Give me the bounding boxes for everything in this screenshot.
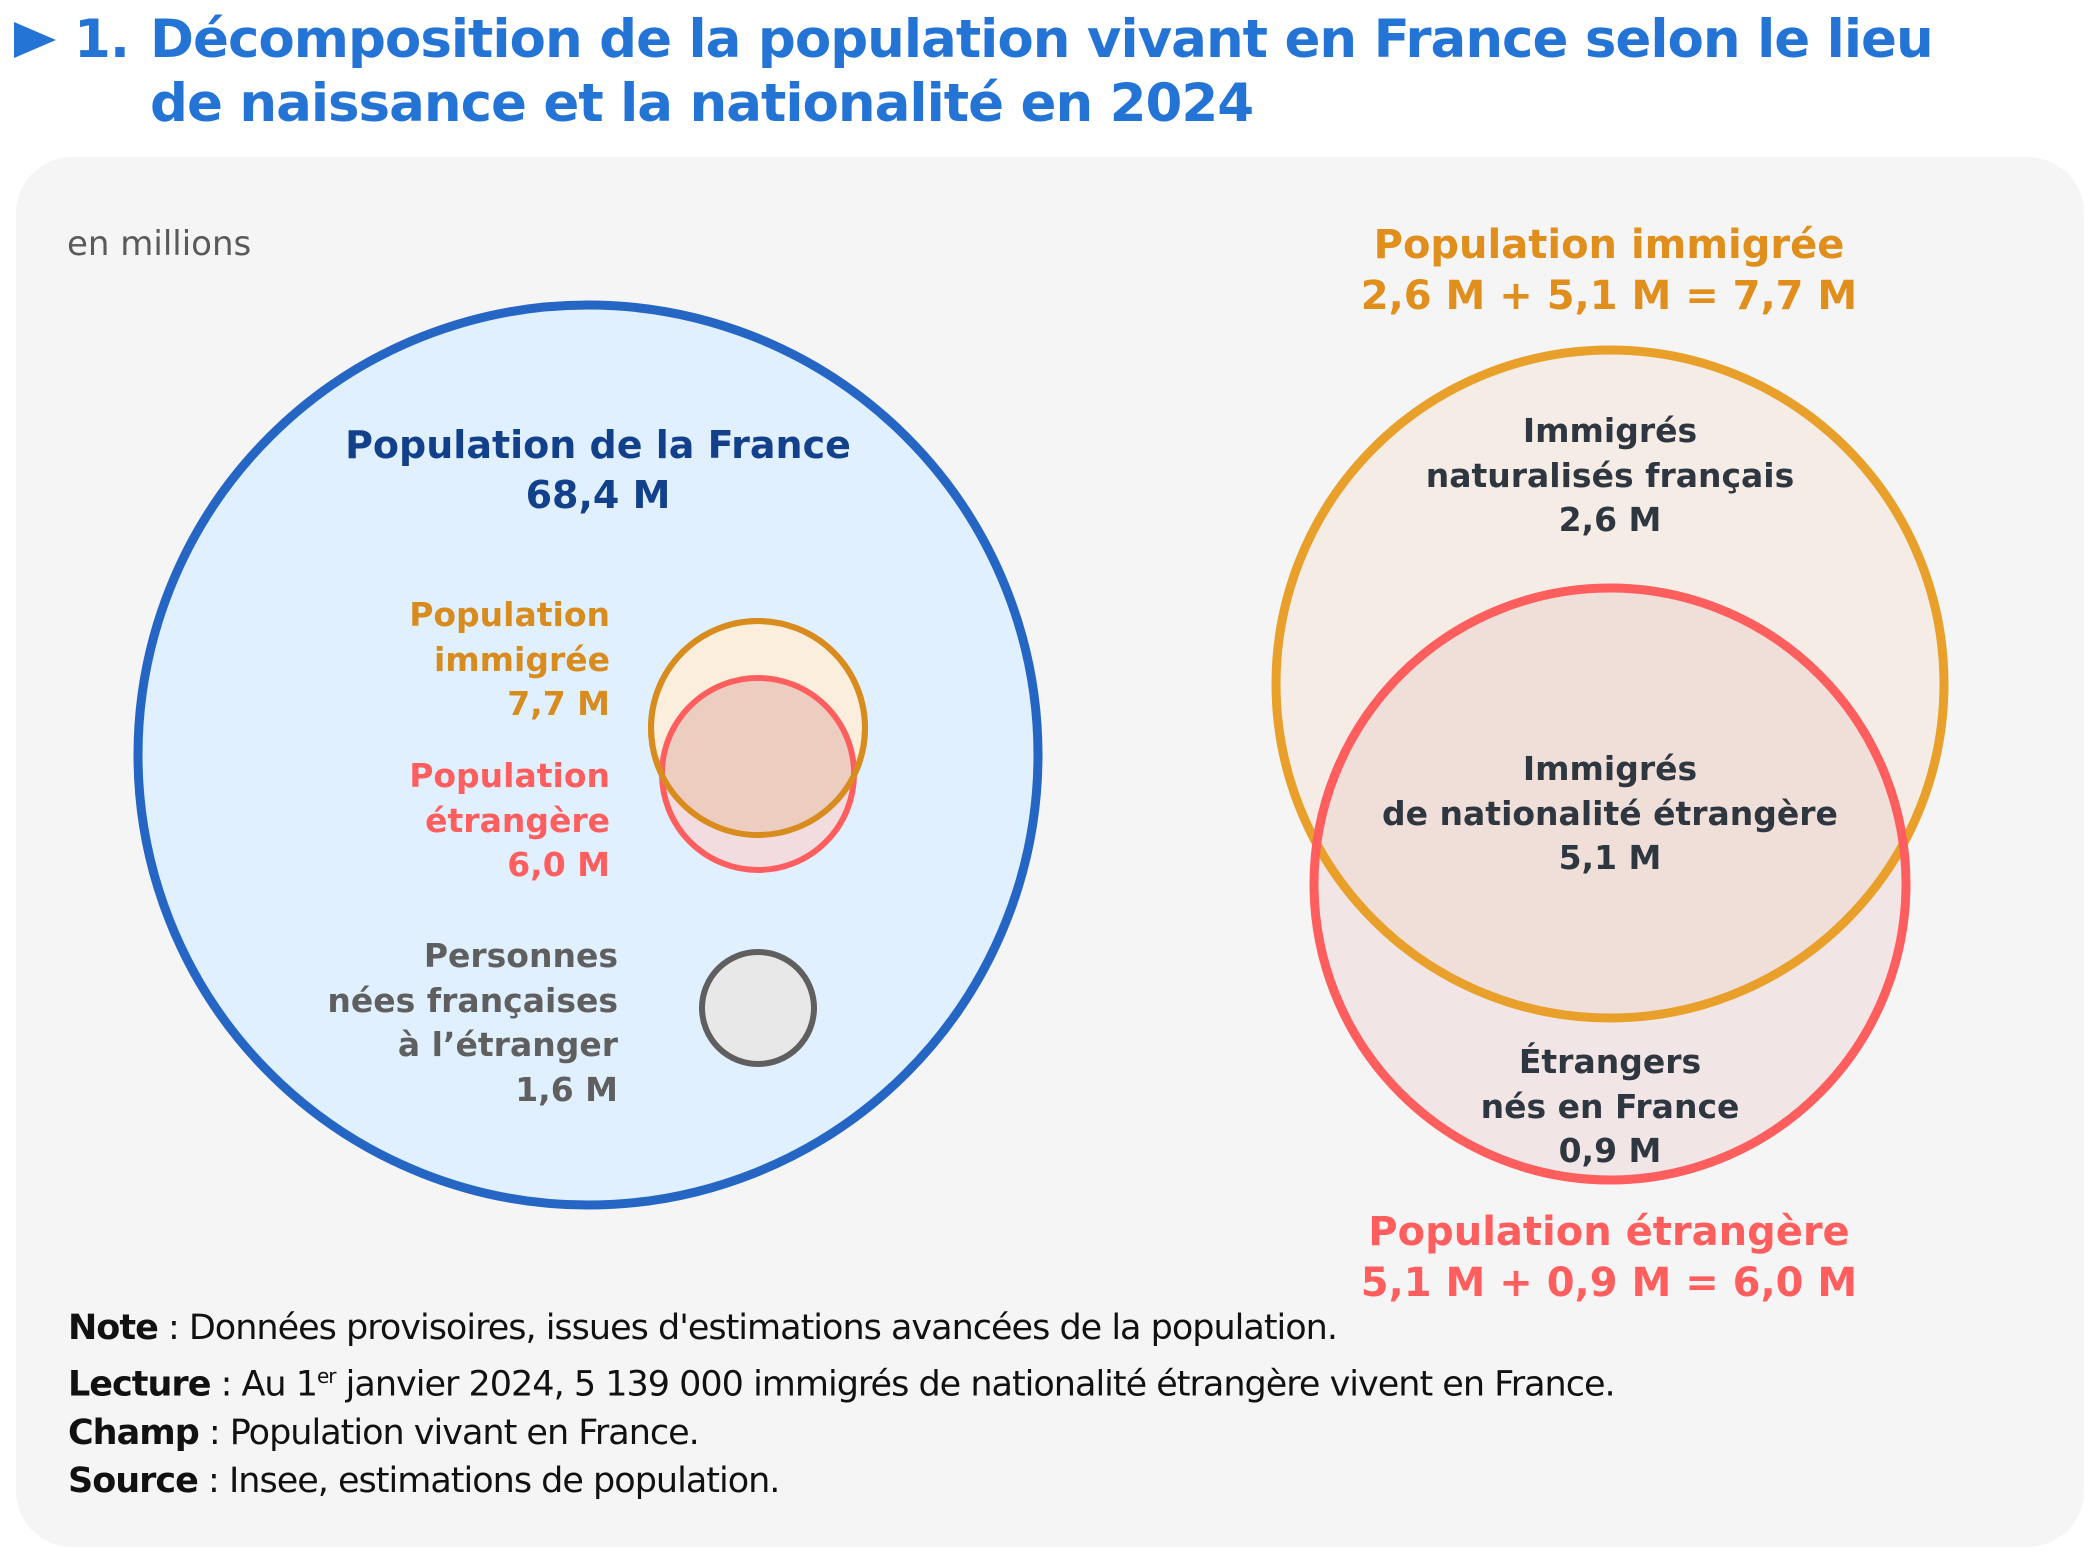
lecture-key: Lecture: [68, 1364, 211, 1405]
title-line-2: de naissance et la nationalité en 2024: [150, 73, 1254, 134]
etrangere-small-value: 6,0 M: [507, 845, 610, 884]
champ-line: Champ : Population vivant en France.: [68, 1409, 1615, 1457]
intersection-line-1: Immigrés: [1523, 749, 1697, 788]
champ-key: Champ: [68, 1412, 200, 1453]
source-key: Source: [68, 1460, 199, 1501]
immigree-small-line-2: immigrée: [434, 640, 610, 679]
etrangere-small-line-2: étrangère: [425, 801, 610, 840]
etrangere-footer-line-1: Population étrangère: [1368, 1209, 1849, 1255]
etrangere-footer-line-2: 5,1 M + 0,9 M = 6,0 M: [1361, 1260, 1858, 1306]
lecture-sup: er: [317, 1364, 337, 1388]
france-circle: [133, 300, 1043, 1210]
immigree-small-value: 7,7 M: [507, 684, 610, 723]
intersection-line-2: de nationalité étrangère: [1382, 794, 1838, 833]
note-key: Note: [68, 1308, 159, 1348]
immigree-header-line-2: 2,6 M + 5,1 M = 7,7 M: [1361, 273, 1858, 319]
etrangere-circle-large-outline: [1309, 583, 1911, 1185]
etrangere-small-line-1: Population: [409, 756, 610, 795]
lecture-text: janvier 2024, 5 139 000 immigrés de nati…: [335, 1364, 1616, 1405]
notes-block: Note : Données provisoires, issues d'est…: [68, 1304, 1616, 1505]
immigree-small-line-1: Population: [409, 595, 610, 634]
title-line-1: Décomposition de la population vivant en…: [150, 9, 1934, 70]
etrangers-nes-france-line-1: Étrangers: [1519, 1041, 1701, 1081]
champ-text: : Population vivant en France.: [198, 1412, 700, 1453]
immigree-circle-large-outline: [1271, 345, 1949, 1023]
note-text: : Données provisoires, issues d'estimati…: [157, 1308, 1338, 1348]
figure-number: 1.: [74, 9, 130, 70]
intersection-value: 5,1 M: [1559, 838, 1662, 877]
unit-label: en millions: [67, 224, 252, 264]
immigree-header-line-1: Population immigrée: [1374, 222, 1845, 268]
nees-etranger-circle: [699, 949, 817, 1067]
nees-etranger-value: 1,6 M: [515, 1070, 618, 1109]
triangle-bullet-icon: [14, 22, 56, 58]
france-value: 68,4 M: [526, 473, 671, 517]
france-label: Population de la France: [345, 423, 851, 467]
source-text: : Insee, estimations de population.: [197, 1460, 780, 1501]
note-line: Note : Données provisoires, issues d'est…: [68, 1304, 1615, 1352]
small-intersection: [665, 681, 851, 832]
lecture-text-before: : Au 1: [210, 1364, 318, 1405]
nees-etranger-line-1: Personnes: [424, 936, 618, 975]
immigree-circle-small-outline: [648, 618, 868, 838]
etrangers-nes-france-line-2: nés en France: [1481, 1087, 1740, 1126]
naturalises-line-1: Immigrés: [1523, 411, 1697, 450]
nees-etranger-line-3: à l’étranger: [398, 1025, 619, 1064]
large-intersection: [1314, 588, 1906, 1018]
source-line: Source : Insee, estimations de populatio…: [68, 1457, 1615, 1505]
lecture-line: Lecture : Au 1er janvier 2024, 5 139 000…: [68, 1352, 1616, 1409]
naturalises-line-2: naturalisés français: [1426, 456, 1795, 495]
nees-etranger-line-2: nées françaises: [327, 981, 618, 1020]
naturalises-value: 2,6 M: [1559, 500, 1662, 539]
etrangers-nes-france-value: 0,9 M: [1559, 1131, 1662, 1170]
